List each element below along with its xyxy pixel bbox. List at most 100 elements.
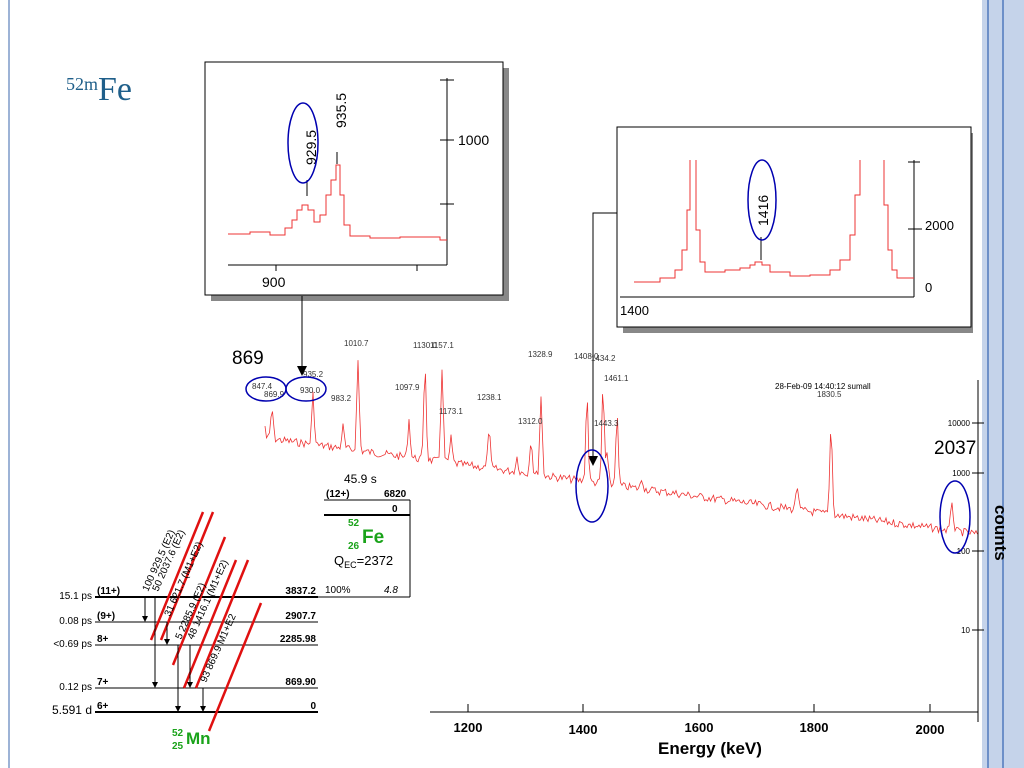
title-symbol: Fe [98,71,132,108]
spectrum-trace [264,360,978,537]
inset-trace [634,160,914,283]
level-spin: (11+) [97,586,120,597]
y-tick-label: 100 [957,547,971,556]
nuclide-symbol: Mn [186,729,211,748]
x-tick-label: 1800 [800,720,829,735]
parent-halflife: 45.9 s [344,472,377,486]
inset-box [204,61,504,296]
peak-label: 935.2 [303,370,324,379]
peak-label: 929.5 [303,130,319,165]
level-energy: 3837.2 [285,586,316,597]
peak-label: 847.4 [252,382,273,391]
highlight [285,376,327,402]
gamma-head [164,639,170,645]
peak-label: 935.5 [333,93,349,128]
peak-label: 1312.0 [518,417,543,426]
x-tick-label: 900 [262,274,286,290]
gamma-head [152,682,158,688]
inset-gap [618,128,626,158]
nuclide-z: 25 [172,741,184,752]
peak-label: 930.0 [300,386,321,395]
peak-label: 1328.9 [528,350,553,359]
x-tick-label: 1400 [620,303,649,318]
level-scheme: 45.9 s (12+) 6820 0 52 26 Fe QEC=2372 52… [52,472,411,752]
level-spin: (9+) [97,611,115,622]
title: 52mFe [66,71,132,108]
peak-label: 1443.3 [594,419,619,428]
highlight [287,102,319,184]
x-tick-label: 1600 [685,720,714,735]
gamma-head [200,706,206,712]
y-tick-label: 10 [961,626,970,635]
logft: 4.8 [384,585,398,596]
arrow [592,212,617,460]
gamma-head [175,706,181,712]
highlight [575,449,609,523]
q-value: QEC=2372 [334,553,393,570]
q-sub: EC [344,560,357,570]
level-spin: 7+ [97,677,109,688]
level-halflife: 0.08 ps [59,616,92,627]
peak-label: 1097.9 [395,383,420,392]
y-tick-label: 1000 [458,132,489,148]
red-stroke [182,559,238,689]
x-tick-label: 1200 [454,720,483,735]
red-stroke [149,511,205,641]
peak-label: 1434.2 [591,354,616,363]
y-tick-label: 2000 [925,218,954,233]
x-axis-label: Energy (keV) [658,739,762,758]
peak-label: 1830.5 [817,390,842,399]
peak-label: 869.9 [264,390,285,399]
parent-energy: 6820 [384,489,407,500]
inset-trace [228,164,447,241]
y-tick-label: 1000 [952,469,970,478]
peak-label: 1157.1 [430,341,454,350]
title-mass: 52m [66,74,98,94]
nuclide-z: 26 [348,541,360,552]
level-halflife: <0.69 ps [53,639,92,650]
annotation: 869 [232,348,264,369]
timestamp: 28-Feb-09 14:40:12 sumall [775,382,871,391]
level-energy: 0 [310,701,316,712]
peak-label: 1010.7 [344,339,369,348]
peak-label: 983.2 [331,394,352,403]
level-energy: 869.90 [285,677,316,688]
annotation: 2037 [934,438,976,459]
nuclide-symbol: Fe [362,527,384,548]
y-tick-label: 0 [925,280,932,295]
peak-label: 1461.1 [604,374,629,383]
level-energy: 2907.7 [285,611,316,622]
level-halflife: 15.1 ps [59,591,92,602]
parent-energy: 0 [392,504,398,515]
peak-label: 1173.1 [439,407,463,416]
peak-label: 1130.0 [413,341,437,350]
gamma-head [142,616,148,622]
red-stroke [171,536,227,666]
level-spin: 8+ [97,634,109,645]
highlight [939,480,971,554]
inset-box [616,126,972,328]
gamma-head [187,682,193,688]
peak-label: 1238.1 [477,393,502,402]
level-energy: 2285.98 [280,634,317,645]
red-stroke [194,559,250,689]
level-halflife: 5.591 d [52,703,92,717]
level-spin: 6+ [97,701,109,712]
arrow-head [297,366,307,376]
x-tick-label: 1400 [569,722,598,737]
peak-label: 1416 [755,195,771,226]
red-stroke [159,511,215,641]
x-tick-label: 2000 [916,722,945,737]
y-axis-label: counts [991,505,1010,561]
parent-spin: (12+) [326,489,350,500]
red-stroke [207,602,263,732]
arrow-head [588,456,598,466]
peak-label: 1408.0 [574,352,599,361]
y-tick-label: 10000 [948,419,971,428]
highlight [747,159,777,241]
q-number: =2372 [357,553,394,568]
nuclide-mass: 52 [348,518,360,529]
branch: 100% [325,585,351,596]
